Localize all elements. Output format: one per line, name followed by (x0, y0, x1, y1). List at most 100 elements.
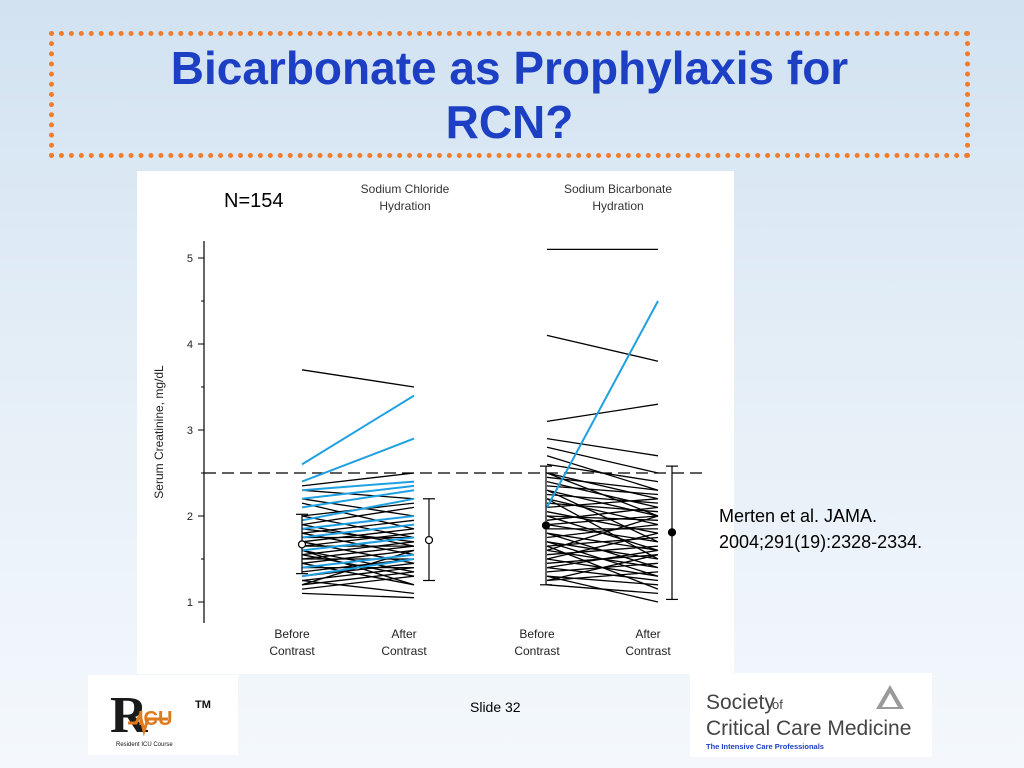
patient-line-highlight (301, 558, 415, 578)
ricu-logo: R ICU TM Resident ICU Course (88, 675, 238, 755)
mean-marker-after (667, 528, 677, 537)
sccm-tagline: The Intensive Care Professionals (706, 742, 824, 751)
patient-line (301, 515, 415, 539)
x-label-line2: Contrast (514, 644, 560, 658)
patient-line-highlight (301, 394, 415, 466)
patient-line (301, 489, 415, 500)
panel-title-line2: Hydration (592, 199, 643, 213)
patient-line (301, 562, 415, 586)
sample-size-label: N=154 (224, 190, 284, 212)
patient-line (301, 554, 415, 577)
y-tick-label: 2 (187, 511, 193, 523)
patient-line-highlight (301, 497, 415, 522)
patient-line (546, 493, 659, 504)
citation-line2: 2004;291(19):2328-2334. (719, 532, 923, 552)
y-axis-label: Serum Creatinine, mg/dL (152, 365, 166, 499)
citation: Merten et al. JAMA. 2004;291(19):2328-23… (719, 503, 922, 555)
mean-marker-before (541, 521, 551, 530)
patient-line (301, 579, 415, 595)
patient-line (301, 498, 415, 517)
patient-line (546, 511, 659, 534)
sccm-society: Society (706, 691, 775, 714)
x-label-line1: Before (274, 627, 310, 641)
patient-line (546, 554, 659, 582)
x-label-line1: After (391, 627, 416, 641)
ricu-logo-r: R (110, 687, 149, 744)
panel-title-line1: Sodium Chloride (361, 182, 450, 196)
patient-line (546, 437, 659, 457)
sccm-triangle-inner (882, 693, 898, 707)
patient-line (301, 472, 415, 487)
mean-marker-after (424, 535, 434, 545)
patient-line (546, 549, 659, 569)
slide-title-line2: RCN? (445, 95, 574, 148)
patient-line (546, 502, 659, 513)
slide-title-line1: Bicarbonate as Prophylaxis for (170, 41, 849, 94)
patient-line (546, 571, 659, 582)
patient-line (546, 532, 659, 569)
patient-line (546, 472, 659, 500)
y-tick-label: 5 (187, 253, 193, 265)
patient-line (301, 532, 415, 547)
title-box: Bicarbonate as Prophylaxis for RCN? (49, 31, 970, 158)
x-label-line1: Before (519, 627, 555, 641)
patient-line-highlight (301, 437, 415, 483)
y-tick-label: 1 (187, 597, 193, 609)
x-label-line2: Contrast (269, 644, 315, 658)
patient-line-highlight (301, 484, 415, 500)
patient-line-highlight (301, 515, 415, 530)
patient-line (546, 575, 659, 603)
patient-line (301, 502, 415, 530)
patient-line (301, 592, 415, 599)
patient-line (546, 498, 659, 526)
patient-line (546, 515, 659, 552)
sccm-name: Critical Care Medicine (706, 717, 911, 740)
patient-line (546, 523, 659, 539)
patient-line (546, 532, 659, 560)
patient-line (546, 334, 659, 362)
mean-marker-before (297, 540, 307, 549)
patient-line-highlight (301, 536, 415, 552)
sccm-logo: Society of Critical Care Medicine The In… (690, 673, 932, 757)
patient-line (301, 369, 415, 388)
ricu-tm: TM (195, 699, 211, 711)
ricu-logo-graphic: R ICU TM Resident ICU Course (110, 687, 211, 748)
patient-line (546, 566, 659, 582)
patient-line (546, 506, 659, 521)
panel-title-line2: Hydration (379, 199, 430, 213)
patient-line (546, 515, 659, 521)
patient-line-highlight (301, 553, 415, 569)
patient-line (546, 489, 659, 543)
patient-line (301, 575, 415, 590)
patient-line (546, 472, 659, 517)
ricu-caption: Resident ICU Course (116, 742, 173, 748)
slide-number: Slide 32 (470, 699, 521, 715)
patient-line (546, 498, 659, 560)
panel-title-line1: Sodium Bicarbonate (564, 182, 672, 196)
ricu-logo-icu: ICU (138, 708, 172, 730)
sccm-logo-graphic: Society of Critical Care Medicine The In… (706, 685, 911, 751)
sccm-of: of (772, 697, 783, 712)
y-tick-label: 3 (187, 425, 193, 437)
patient-line-highlight (301, 480, 415, 492)
patient-line (546, 476, 659, 491)
y-tick-label: 4 (187, 339, 193, 351)
patient-line (301, 541, 415, 556)
citation-line1: Merten et al. JAMA. (719, 506, 878, 526)
creatinine-chart: 1 2 3 4 5 Serum Creatinine, mg/dL Sodium Chlor… (152, 182, 707, 658)
patient-line (546, 515, 659, 526)
chart-panel: 1 2 3 4 5 Serum Creatinine, mg/dL Sodium Chlor… (137, 171, 734, 674)
patient-line-highlight (546, 300, 659, 508)
patient-line (301, 541, 415, 564)
x-label-line1: After (635, 627, 660, 641)
patient-line (546, 575, 659, 586)
patient-line (546, 403, 659, 423)
patient-line-highlight (301, 523, 415, 539)
patient-line (546, 485, 659, 496)
patient-line (546, 498, 659, 509)
patient-line-highlight (301, 489, 415, 509)
ricu-heartbeat-icon (128, 710, 168, 737)
x-label-line2: Contrast (381, 644, 427, 658)
patient-line (546, 446, 659, 474)
patient-line (546, 463, 659, 483)
